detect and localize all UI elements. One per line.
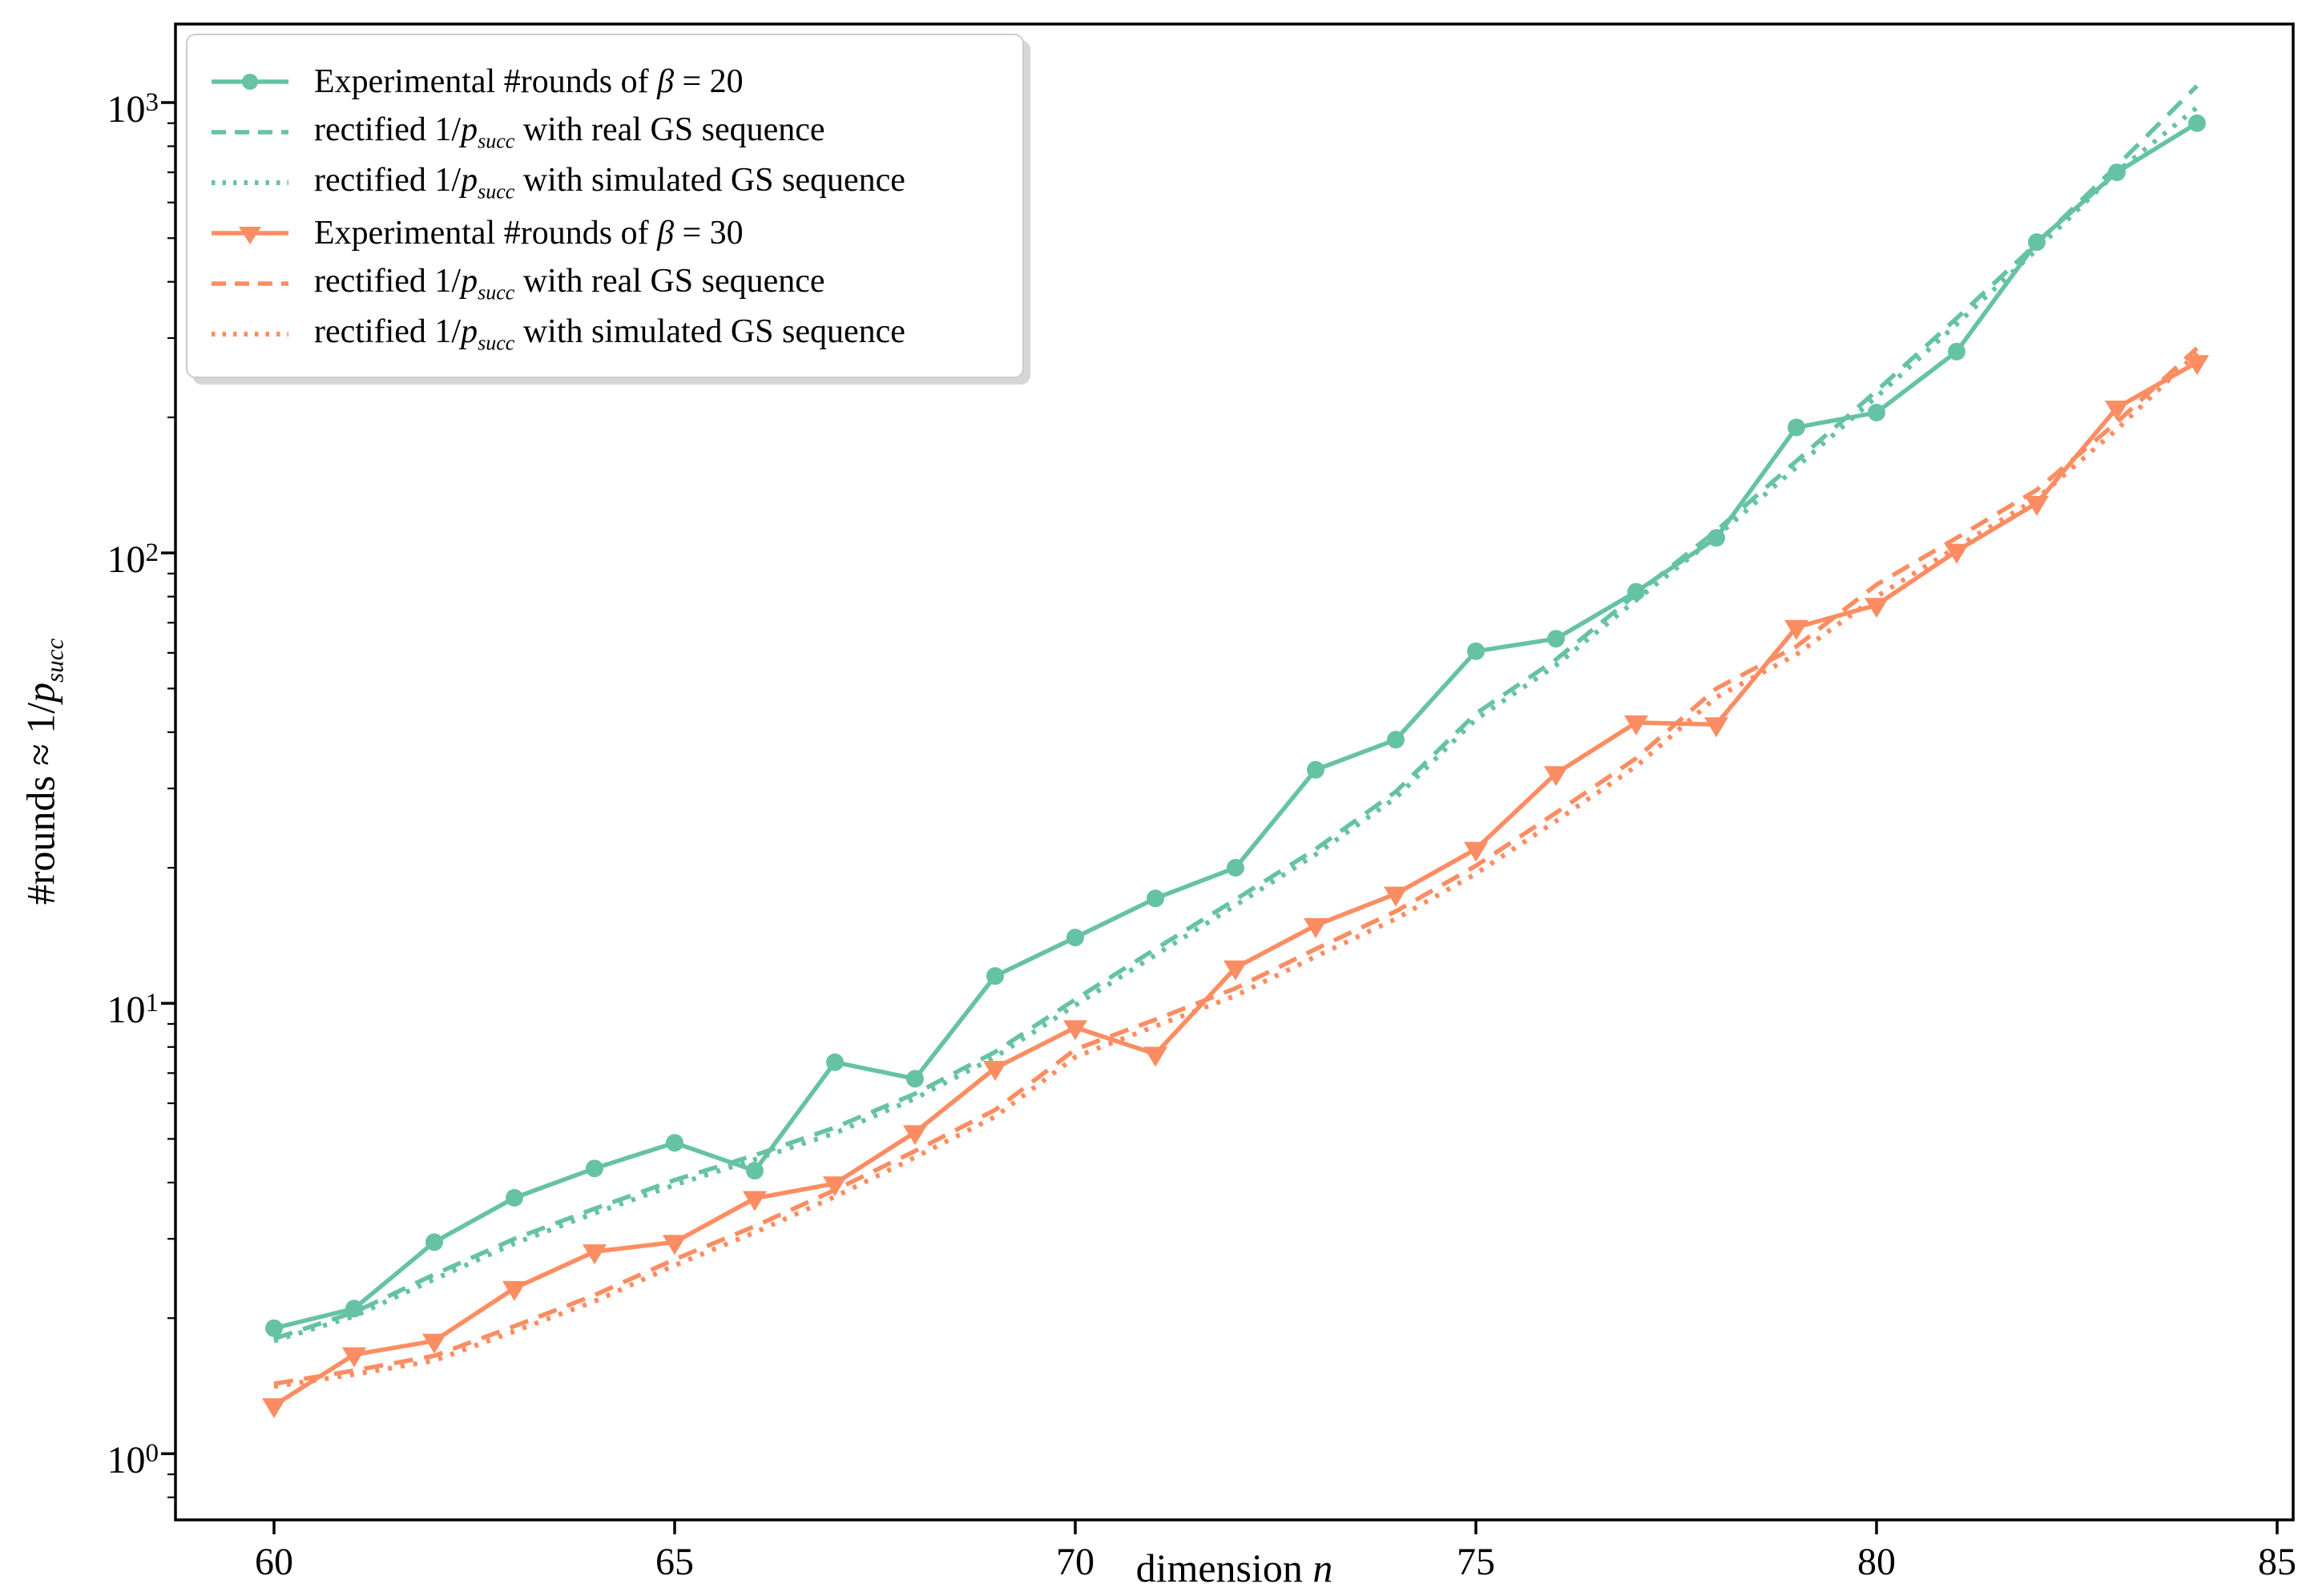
data-point-triangle bbox=[342, 1347, 366, 1368]
data-point-triangle bbox=[262, 1398, 286, 1419]
data-point-circle bbox=[425, 1233, 443, 1251]
data-point-triangle bbox=[1544, 766, 1568, 787]
data-point-circle bbox=[1467, 642, 1485, 660]
data-point-triangle bbox=[663, 1235, 687, 1255]
legend-entry-label: Experimental #rounds of β = 20 bbox=[314, 62, 744, 100]
data-point-circle bbox=[1547, 630, 1565, 648]
data-point-triangle bbox=[2185, 355, 2209, 376]
data-point-circle bbox=[1227, 859, 1244, 877]
legend-entry-label: rectified 1/psucc with simulated GS sequ… bbox=[314, 312, 905, 355]
legend-entry: rectified 1/psucc with real GS sequence bbox=[210, 107, 994, 157]
data-point-triangle bbox=[1304, 917, 1328, 938]
legend-line-sample bbox=[212, 129, 288, 135]
x-tick-label: 85 bbox=[2258, 1541, 2296, 1583]
data-point-circle bbox=[586, 1159, 603, 1178]
data-point-triangle bbox=[743, 1191, 767, 1211]
data-point-circle bbox=[986, 967, 1004, 985]
y-tick-label: 103 bbox=[107, 88, 159, 131]
legend-entry-label: rectified 1/psucc with real GS sequence bbox=[314, 262, 825, 304]
plot-area-border bbox=[174, 22, 2295, 1521]
y-axis-label-text: #rounds ≈ 1/psucc bbox=[18, 638, 69, 905]
data-point-triangle bbox=[502, 1280, 526, 1301]
data-point-triangle bbox=[823, 1176, 847, 1197]
data-point-triangle bbox=[2105, 401, 2129, 421]
data-point-circle bbox=[1066, 929, 1084, 947]
legend-entry: rectified 1/psucc with simulated GS sequ… bbox=[210, 157, 994, 208]
legend-line-sample bbox=[212, 179, 288, 185]
legend-circle-marker-icon bbox=[242, 73, 258, 90]
data-point-circle bbox=[1307, 760, 1324, 779]
y-tick-label: 100 bbox=[107, 1439, 159, 1482]
data-point-triangle bbox=[1945, 543, 1969, 564]
x-tick-label: 65 bbox=[655, 1541, 694, 1583]
data-point-circle bbox=[2188, 114, 2206, 132]
data-point-circle bbox=[506, 1189, 523, 1207]
x-tick-label: 75 bbox=[1457, 1541, 1495, 1583]
legend-entry: rectified 1/psucc with real GS sequence bbox=[210, 258, 994, 308]
data-point-circle bbox=[265, 1319, 283, 1337]
data-point-triangle bbox=[1224, 960, 1248, 981]
legend-entry-label: rectified 1/psucc with simulated GS sequ… bbox=[314, 161, 905, 204]
legend-triangle-marker-icon bbox=[239, 226, 261, 244]
legend-line-sample bbox=[212, 73, 288, 90]
legend-entry-label: Experimental #rounds of β = 30 bbox=[314, 214, 744, 252]
data-point-triangle bbox=[583, 1244, 607, 1265]
data-point-circle bbox=[1788, 418, 1805, 437]
data-point-circle bbox=[826, 1053, 844, 1071]
data-point-triangle bbox=[1143, 1046, 1167, 1067]
data-point-circle bbox=[1387, 731, 1405, 749]
data-point-triangle bbox=[1624, 715, 1648, 736]
legend-entry: Experimental #rounds of β = 30 bbox=[210, 208, 994, 258]
x-tick-label: 70 bbox=[1056, 1541, 1094, 1583]
data-point-triangle bbox=[1784, 619, 1808, 640]
legend-entry: rectified 1/psucc with simulated GS sequ… bbox=[210, 308, 994, 359]
legend-line-sample bbox=[212, 331, 288, 337]
data-point-circle bbox=[1948, 342, 1965, 361]
y-tick-label: 102 bbox=[107, 538, 159, 582]
legend-line-sample bbox=[212, 226, 288, 244]
data-point-circle bbox=[746, 1162, 764, 1180]
data-point-triangle bbox=[1704, 717, 1728, 738]
data-point-triangle bbox=[1464, 841, 1488, 862]
x-tick-label: 80 bbox=[1857, 1541, 1896, 1583]
series-line-1 bbox=[273, 84, 2199, 1341]
y-tick-label: 101 bbox=[107, 989, 159, 1032]
data-point-circle bbox=[1147, 889, 1164, 908]
legend: Experimental #rounds of β = 20 rectified … bbox=[186, 34, 1024, 378]
data-point-triangle bbox=[1063, 1020, 1087, 1041]
data-point-circle bbox=[906, 1070, 924, 1088]
data-point-triangle bbox=[2025, 495, 2049, 516]
data-point-triangle bbox=[983, 1061, 1007, 1082]
data-point-triangle bbox=[903, 1125, 927, 1146]
x-tick-label: 60 bbox=[255, 1541, 293, 1583]
data-point-triangle bbox=[422, 1333, 446, 1354]
legend-entry-label: rectified 1/psucc with real GS sequence bbox=[314, 111, 825, 153]
x-axis-label-text: dimension n bbox=[1135, 1546, 1333, 1590]
series-line-3 bbox=[272, 360, 2199, 1408]
data-point-circle bbox=[666, 1134, 683, 1152]
legend-line-sample bbox=[212, 280, 288, 286]
data-point-triangle bbox=[1384, 886, 1408, 907]
data-point-circle bbox=[1868, 403, 1885, 421]
series-line-4 bbox=[273, 346, 2199, 1386]
legend-entry: Experimental #rounds of β = 20 bbox=[210, 56, 994, 107]
